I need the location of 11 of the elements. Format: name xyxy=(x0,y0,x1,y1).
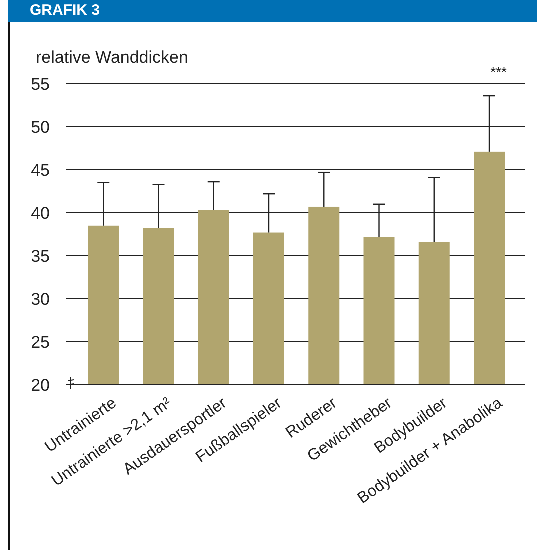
y-tick-label: 35 xyxy=(31,247,50,266)
chart-title: GRAFIK 3 xyxy=(8,0,537,22)
y-tick-label: 50 xyxy=(31,118,50,138)
y-tick-label: 20 xyxy=(31,376,50,396)
y-tick-label: 40 xyxy=(31,204,50,224)
y-tick-label: 45 xyxy=(31,161,50,180)
text: *** xyxy=(490,64,507,80)
y-tick-label: 25 xyxy=(31,333,50,352)
y-tick-label: 55 xyxy=(31,75,50,94)
y-axis-title: relative Wanddicken xyxy=(36,48,188,68)
y-tick-label: 30 xyxy=(31,290,50,310)
